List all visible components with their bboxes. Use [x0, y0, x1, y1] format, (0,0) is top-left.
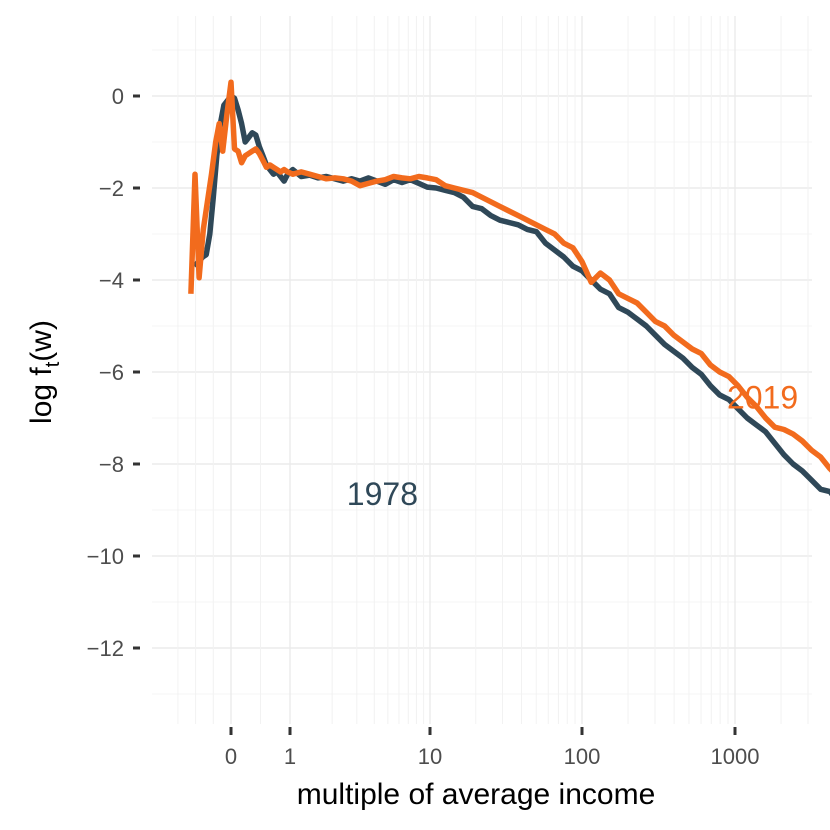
y-tick-label: −6: [99, 360, 124, 385]
y-tick-label: −10: [87, 544, 124, 569]
y-tick-label: 0: [112, 84, 124, 109]
x-tick-label: 1000: [711, 744, 760, 769]
y-axis: 0 −2 −4 −6 −8 −10 −12: [87, 84, 140, 661]
x-axis: 0 1 10 100 1000: [225, 727, 760, 769]
series-layer: [188, 79, 830, 497]
series-label-2019: 2019: [727, 379, 798, 415]
series-line-2019: [188, 79, 830, 473]
x-axis-title: multiple of average income: [297, 778, 656, 811]
y-axis-title-subscript: t: [42, 361, 64, 367]
y-tick-label: −8: [99, 452, 124, 477]
y-tick-label: −4: [99, 268, 124, 293]
x-tick-label: 10: [418, 744, 442, 769]
x-tick-label: 0: [225, 744, 237, 769]
x-tick-label: 100: [564, 744, 601, 769]
y-tick-label: −12: [87, 636, 124, 661]
y-axis-title: log ft(w): [25, 320, 64, 424]
series-label-1978: 1978: [347, 476, 418, 512]
series-line-1978: [192, 93, 830, 497]
x-tick-label: 1: [284, 744, 296, 769]
y-axis-title-main: log f: [25, 367, 58, 424]
y-tick-label: −2: [99, 176, 124, 201]
series-labels: 1978 2019: [347, 379, 798, 512]
gridlines: [152, 16, 812, 724]
y-axis-title-tail: (w): [25, 320, 58, 362]
